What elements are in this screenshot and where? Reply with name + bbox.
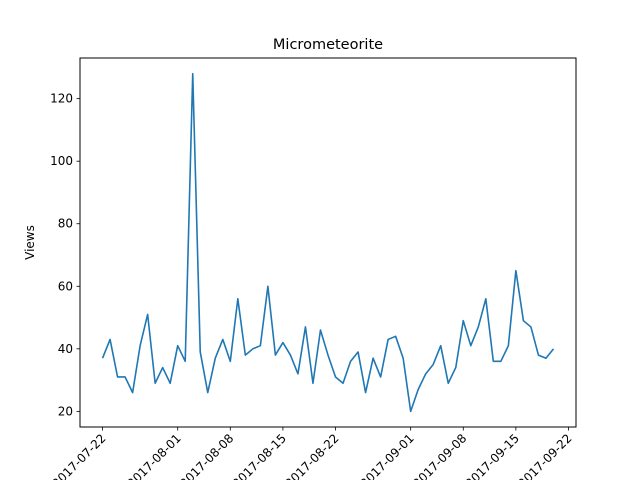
y-tick-label: 100 bbox=[50, 154, 73, 168]
y-tick-label: 80 bbox=[58, 217, 73, 231]
y-tick-label: 120 bbox=[50, 92, 73, 106]
y-axis-label: Views bbox=[23, 225, 37, 260]
axes-frame bbox=[79, 57, 577, 428]
y-tick-label: 60 bbox=[58, 279, 73, 293]
y-tick-label: 20 bbox=[58, 404, 73, 418]
y-tick-label: 40 bbox=[58, 342, 73, 356]
chart-title: Micrometeorite bbox=[273, 37, 383, 53]
series-line bbox=[101, 72, 555, 413]
